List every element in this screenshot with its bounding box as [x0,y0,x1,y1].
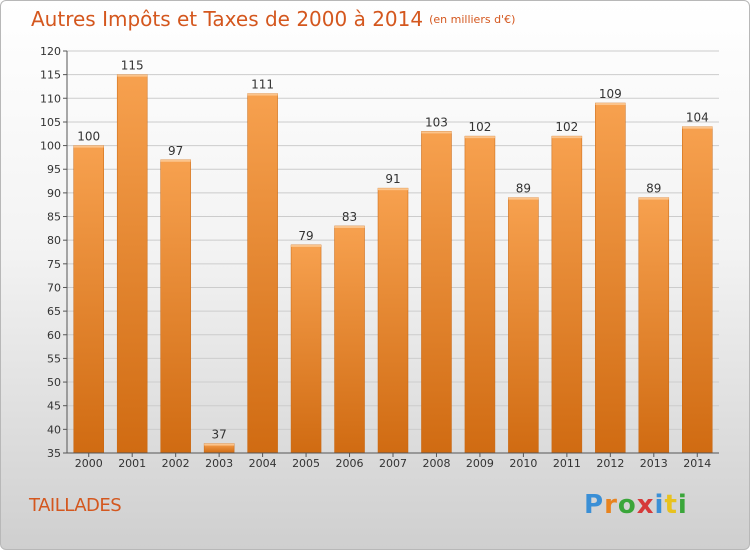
x-tick-label: 2010 [509,457,537,470]
data-label: 104 [686,111,709,125]
x-tick-label: 2013 [640,457,668,470]
y-tick-label: 50 [47,376,61,389]
data-label: 103 [425,115,448,129]
bar [160,159,191,454]
bar [247,93,278,454]
y-tick-label: 85 [47,211,61,224]
bar [377,187,409,454]
data-label: 79 [298,229,313,243]
bar-highlight [204,443,235,446]
bar [682,126,713,454]
bar-highlight [638,197,669,200]
bar [508,197,539,454]
bar-highlight [73,145,104,148]
data-label: 91 [385,172,400,186]
bar-highlight [160,159,191,162]
y-tick-label: 110 [40,92,61,105]
bar [595,102,626,454]
y-tick-label: 90 [47,187,61,200]
data-label: 100 [77,130,100,144]
bar-highlight [682,126,713,129]
bar-highlight [291,244,322,247]
y-tick-label: 75 [47,258,61,271]
x-tick-label: 2014 [683,457,711,470]
x-tick-label: 2006 [336,457,364,470]
x-tick-label: 2012 [596,457,624,470]
x-tick-label: 2007 [379,457,407,470]
bar [551,135,583,454]
bar-highlight [378,188,408,191]
logo-letter: i [677,490,688,520]
proxiti-logo: Proxiti [584,490,688,520]
y-tick-label: 70 [47,281,61,294]
bar-highlight [334,225,365,228]
bars [73,74,713,454]
x-tick-label: 2004 [249,457,277,470]
logo-letter: r [604,490,618,520]
commune-name: TAILLADES [29,495,122,516]
data-label: 97 [168,144,183,158]
bar [116,74,148,454]
x-tick-label: 2000 [75,457,103,470]
x-tick-label: 2009 [466,457,494,470]
bar-highlight [421,131,452,134]
data-label: 102 [468,120,491,134]
data-label: 111 [251,78,274,92]
data-label: 89 [646,182,661,196]
x-tick-label: 2001 [118,457,146,470]
bar [421,131,452,454]
bar [464,135,496,454]
bar [290,244,322,454]
data-label: 83 [342,210,357,224]
logo-letter: x [636,490,655,520]
bar-highlight [508,197,539,200]
bar [73,145,104,454]
data-label: 102 [555,120,578,134]
x-tick-label: 2003 [205,457,233,470]
x-tick-label: 2005 [292,457,320,470]
chart-title: Autres Impôts et Taxes de 2000 à 2014 (en… [31,7,515,31]
y-tick-label: 80 [47,234,61,247]
chart-title-text: Autres Impôts et Taxes de 2000 à 2014 [31,7,424,31]
y-tick-label: 55 [47,352,61,365]
bar-highlight [117,74,148,77]
bar [334,225,365,454]
logo-letter: o [617,490,637,520]
bar [638,197,670,454]
y-tick-label: 115 [40,69,61,82]
y-tick-label: 100 [40,140,61,153]
y-tick-label: 40 [47,423,61,436]
y-tick-label: 120 [40,45,61,58]
x-tick-label: 2002 [162,457,190,470]
y-tick-label: 45 [47,400,61,413]
bar-highlight [247,93,278,96]
labels: 35 40 45 50 55 60 65 70 75 80 85 90 95 100 105 110 115 12… [40,45,711,470]
y-tick-label: 105 [40,116,61,129]
data-label: 115 [121,59,144,73]
data-label: 89 [516,182,531,196]
y-tick-label: 95 [47,163,61,176]
chart-unit-note: (en milliers d'€) [429,13,516,26]
bar-highlight [595,103,626,106]
y-tick-label: 65 [47,305,61,318]
bar-highlight [551,136,582,139]
y-tick-label: 35 [47,447,61,460]
logo-letter: P [584,490,605,520]
x-tick-label: 2008 [422,457,450,470]
logo-letter: i [654,490,665,520]
axes [63,50,719,457]
data-label: 37 [211,428,226,442]
x-tick-label: 2011 [553,457,581,470]
bar-highlight [464,136,495,139]
data-label: 109 [599,87,622,101]
y-tick-label: 60 [47,329,61,342]
logo-letter: t [664,490,678,520]
